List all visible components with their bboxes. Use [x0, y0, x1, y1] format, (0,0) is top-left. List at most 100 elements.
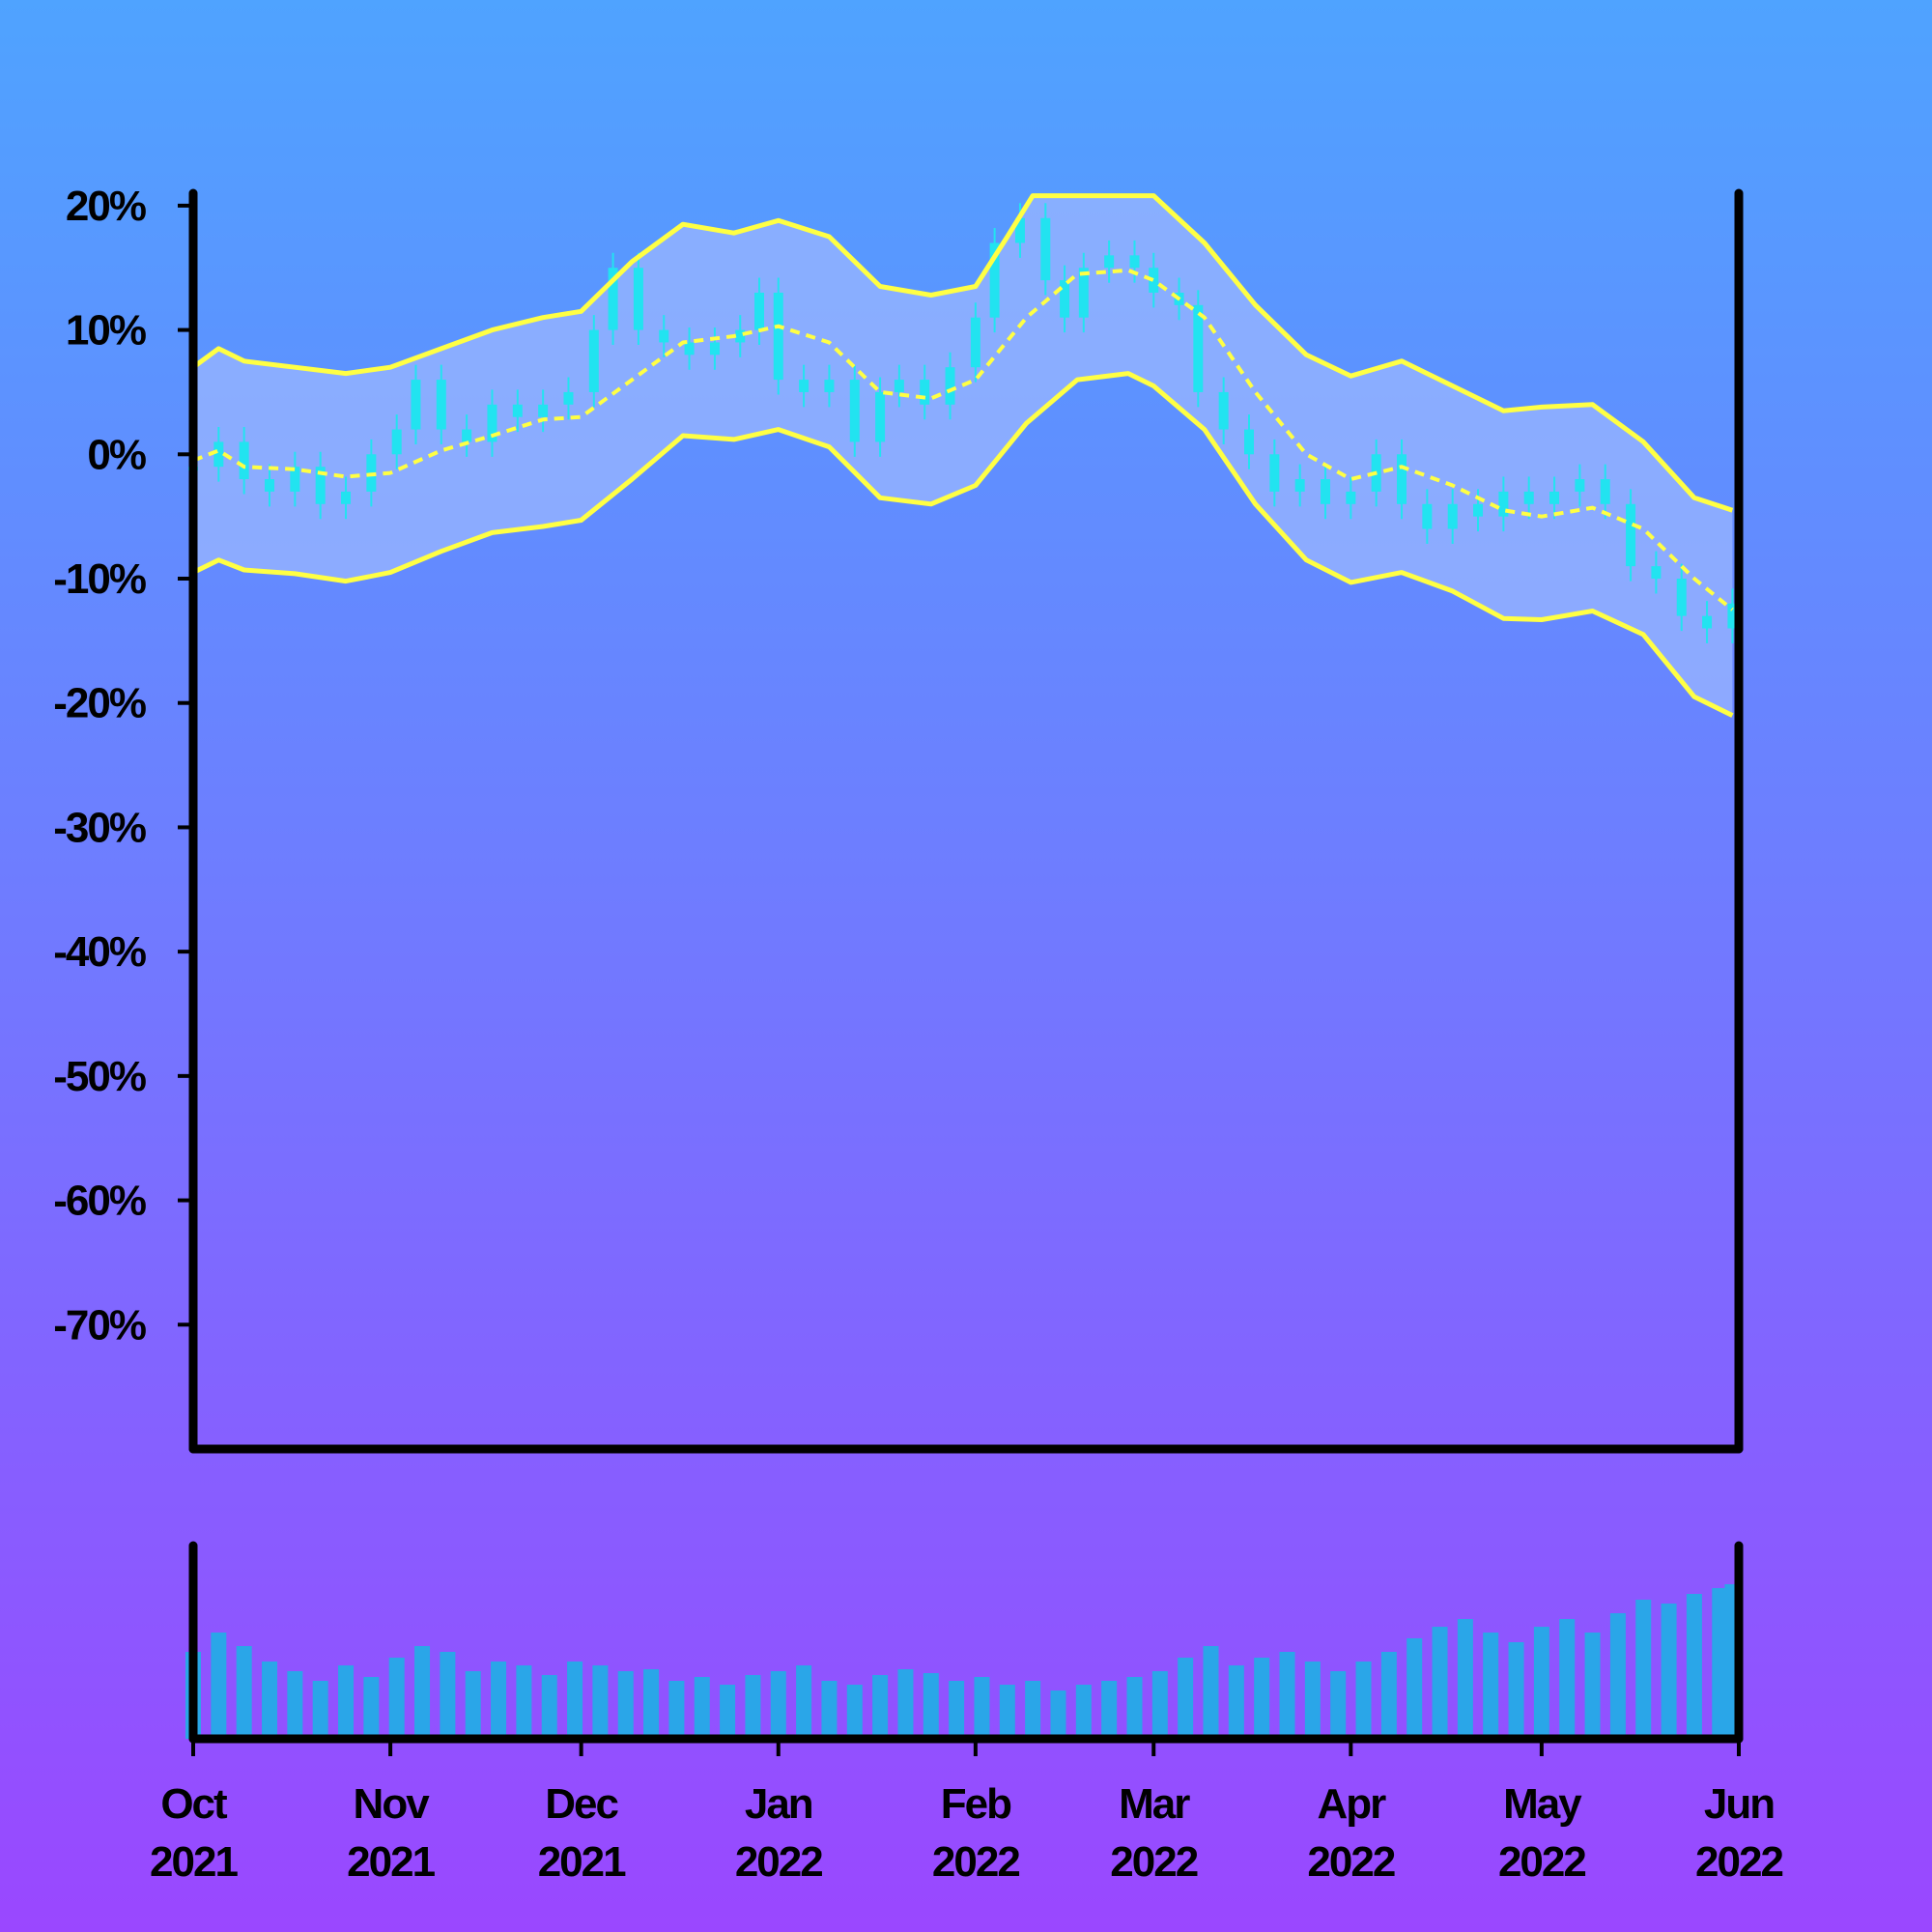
x-tick-label-year: 2022 [735, 1838, 822, 1886]
x-tick-label-year: 2022 [1307, 1838, 1394, 1886]
band-fill [193, 195, 1733, 716]
volume-bar [872, 1675, 889, 1739]
candle-body [1014, 217, 1025, 243]
x-axis-ticks: Oct 2021 Nov 2021 Dec 2021 Jan 2022 Feb 2022 Mar 20… [150, 1739, 1784, 1886]
candle-body [1218, 391, 1229, 430]
volume-bar [1686, 1594, 1702, 1739]
candle-body [1498, 491, 1509, 517]
volume-bar [1151, 1671, 1168, 1739]
candle-body [1346, 491, 1356, 504]
candle-body [1321, 479, 1331, 504]
volume-bar [1101, 1681, 1118, 1739]
volume-bar [491, 1662, 507, 1739]
volume-bar [1432, 1627, 1448, 1739]
candle-body [1149, 268, 1159, 293]
candle-body [265, 479, 275, 492]
volume-bar [796, 1665, 812, 1739]
candle-body [1129, 255, 1140, 269]
x-tick-label-month: Mar [1119, 1780, 1190, 1828]
candle-body [735, 329, 746, 343]
candle-body [1078, 268, 1089, 318]
candle-body [773, 292, 783, 381]
volume-bar [1254, 1658, 1270, 1739]
x-tick-label-year: 2022 [1498, 1838, 1585, 1886]
candle-body [1676, 579, 1687, 616]
candle-body [563, 391, 574, 405]
candle-body [875, 391, 886, 442]
x-tick-label-year: 2021 [150, 1838, 238, 1886]
volume-bar [414, 1646, 431, 1739]
y-tick-label: -50% [53, 1053, 146, 1100]
volume-bar [1559, 1619, 1576, 1739]
volume-bar [1050, 1690, 1066, 1739]
candle-body [659, 329, 669, 343]
volume-bar [1203, 1646, 1219, 1739]
volume-bar [923, 1673, 939, 1739]
volume-bar [1483, 1633, 1499, 1739]
volume-bar [720, 1685, 736, 1739]
y-tick-label: 20% [66, 183, 146, 230]
candle-body [1193, 304, 1204, 392]
volume-bar [1075, 1685, 1092, 1739]
volume-bar [363, 1677, 380, 1739]
candle-body [709, 342, 720, 355]
volume-bar [262, 1662, 278, 1739]
volume-bar [287, 1671, 303, 1739]
candle-body [1447, 503, 1458, 529]
moving-average-line [192, 268, 1734, 611]
volume-bar [592, 1665, 609, 1739]
volume-bar [1330, 1671, 1347, 1739]
x-tick-label-month: Feb [941, 1780, 1011, 1828]
candle-body [1626, 503, 1636, 567]
candle-body [799, 380, 810, 392]
candle-body [1702, 615, 1713, 629]
y-tick-label: 0% [87, 431, 145, 478]
x-tick-label-year: 2022 [932, 1838, 1019, 1886]
candle-body [1549, 491, 1560, 504]
x-tick-label-month: Oct [160, 1780, 228, 1828]
volume-bars [185, 1584, 1741, 1739]
volume-bar [1126, 1677, 1143, 1739]
x-tick-label-year: 2021 [538, 1838, 626, 1886]
candle-body [341, 491, 352, 504]
volume-bar [1178, 1658, 1194, 1739]
candle-body [824, 380, 835, 392]
volume-bar [1406, 1638, 1423, 1739]
bollinger-band [193, 195, 1733, 716]
volume-bar [465, 1671, 481, 1739]
candle-body [462, 429, 472, 442]
x-tick-label-month: Nov [354, 1780, 431, 1828]
band-lines [191, 193, 1734, 718]
volume-bar [440, 1652, 456, 1739]
volume-bar [388, 1658, 405, 1739]
x-tick-label-month: May [1503, 1780, 1582, 1828]
volume-bar [1355, 1662, 1372, 1739]
candle-body [1422, 503, 1433, 529]
volume-bar [770, 1671, 786, 1739]
x-tick-label-year: 2022 [1695, 1838, 1782, 1886]
volume-bar [668, 1681, 685, 1739]
volume-bar [1584, 1633, 1601, 1739]
volume-bar [567, 1662, 583, 1739]
y-tick-label: -70% [53, 1301, 146, 1349]
volume-bar [211, 1633, 227, 1739]
y-tick-label: -20% [53, 680, 146, 727]
volume-bar [1712, 1588, 1728, 1739]
candle-body [1473, 503, 1484, 517]
volume-bar [974, 1677, 990, 1739]
candle-body [945, 367, 955, 405]
candle-body [1269, 454, 1280, 492]
candle-body [970, 317, 980, 368]
lower-band-line [191, 371, 1734, 718]
candle-body [1651, 566, 1662, 580]
candle-body [436, 380, 446, 430]
candle-body [849, 380, 860, 442]
axes [188, 188, 1744, 1744]
candle-body [1060, 280, 1070, 318]
candle-body [512, 404, 523, 417]
y-tick-label: 10% [66, 307, 146, 355]
x-tick-label-year: 2021 [347, 1838, 435, 1886]
candle-body [213, 441, 224, 468]
volume-bar [1508, 1642, 1524, 1739]
y-tick-label: -40% [53, 928, 146, 976]
